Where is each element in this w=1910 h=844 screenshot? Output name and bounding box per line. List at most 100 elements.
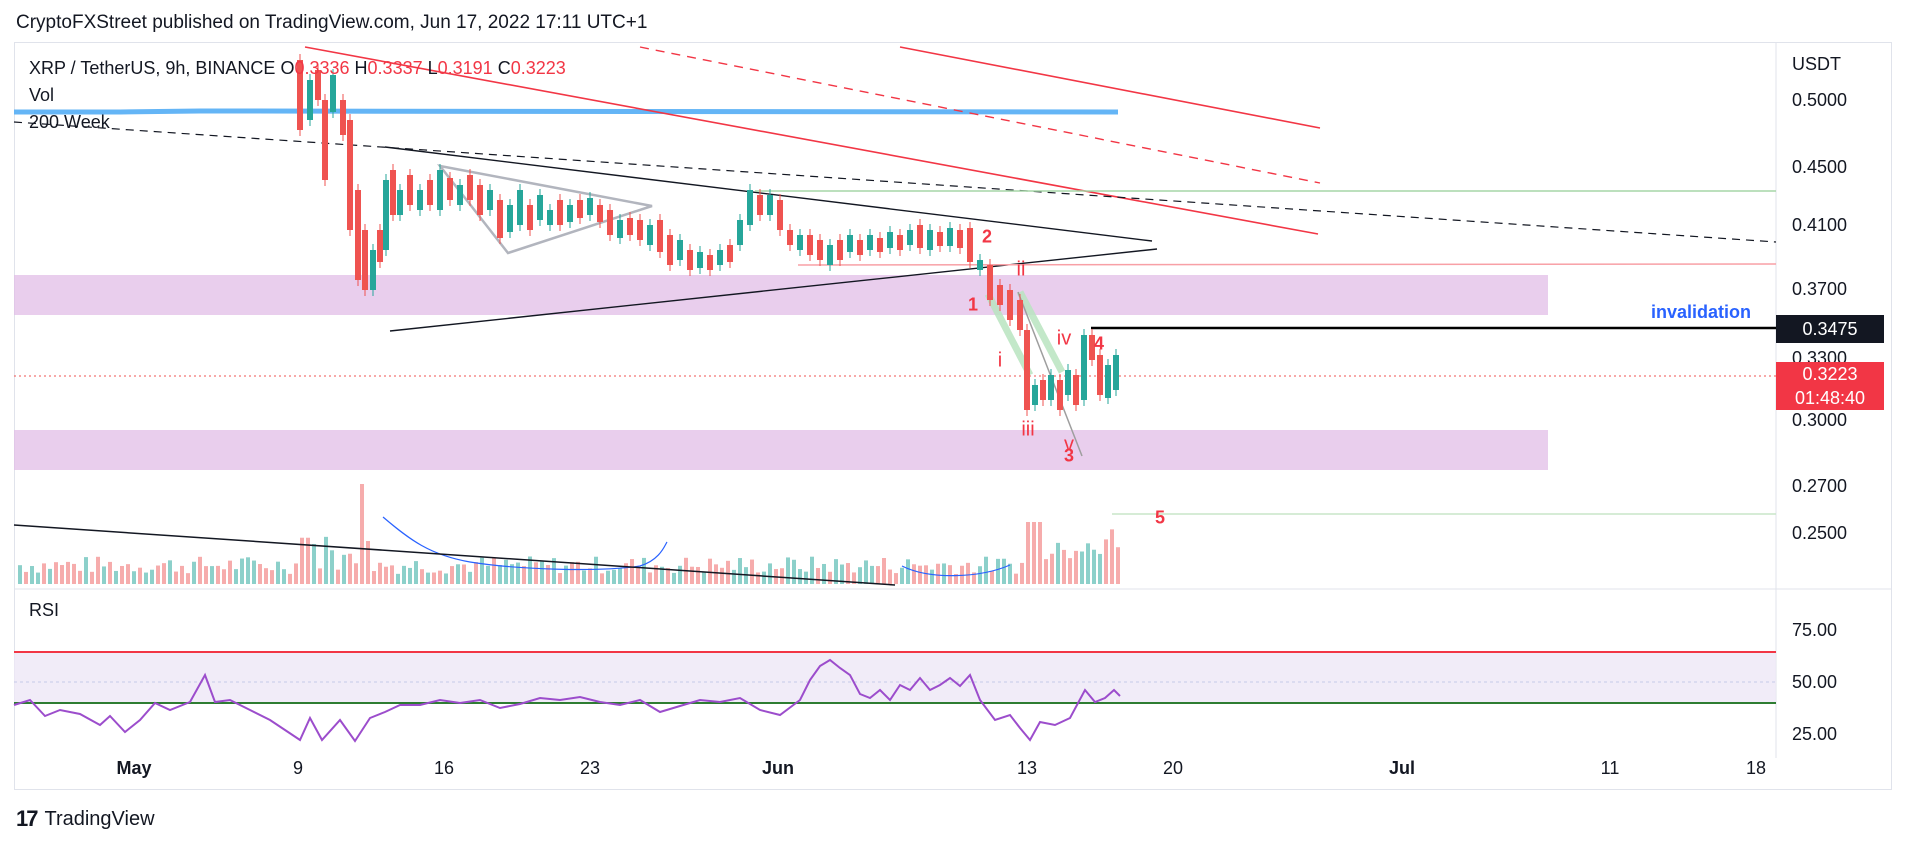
candle-body[interactable] — [757, 195, 763, 215]
long-dashed-trendline[interactable] — [13, 121, 1777, 243]
candle-body[interactable] — [362, 230, 368, 290]
candle-body[interactable] — [547, 210, 553, 225]
candle-body[interactable] — [307, 80, 313, 120]
candle-body[interactable] — [407, 175, 413, 205]
pennant-shape[interactable] — [436, 164, 653, 255]
candle-body[interactable] — [1081, 335, 1087, 400]
wave-channel[interactable] — [984, 290, 1066, 377]
channel-line-upper[interactable] — [899, 46, 1321, 129]
candle-body[interactable] — [1024, 330, 1030, 410]
volume-trendline[interactable] — [13, 524, 896, 586]
candle-body[interactable] — [297, 60, 303, 130]
candle-body[interactable] — [597, 205, 603, 222]
candle-body[interactable] — [383, 180, 389, 250]
support-zone[interactable] — [14, 430, 1548, 470]
candle-body[interactable] — [937, 232, 943, 246]
candle-body[interactable] — [1048, 375, 1054, 400]
candle-body[interactable] — [667, 235, 673, 265]
resistance-zone[interactable] — [14, 275, 1548, 315]
candle-body[interactable] — [927, 230, 933, 250]
candle-body[interactable] — [330, 75, 336, 112]
candle-body[interactable] — [1032, 385, 1038, 405]
candle-body[interactable] — [957, 230, 963, 248]
candle-body[interactable] — [447, 178, 453, 200]
candle-body[interactable] — [887, 232, 893, 248]
candle-body[interactable] — [322, 100, 328, 180]
candle-body[interactable] — [1073, 375, 1079, 405]
candle-body[interactable] — [867, 235, 873, 250]
candle-body[interactable] — [1113, 355, 1119, 390]
candle-body[interactable] — [637, 220, 643, 240]
candle-body[interactable] — [1040, 380, 1046, 400]
candle-body[interactable] — [817, 240, 823, 260]
candle-body[interactable] — [747, 190, 753, 225]
candle-body[interactable] — [777, 200, 783, 230]
candle-body[interactable] — [390, 170, 396, 215]
candle-body[interactable] — [607, 210, 613, 235]
candle-body[interactable] — [907, 230, 913, 245]
candle-body[interactable] — [827, 245, 833, 265]
candle-body[interactable] — [1089, 335, 1095, 360]
candle-body[interactable] — [427, 180, 433, 205]
candle-body[interactable] — [1097, 355, 1103, 395]
candle-body[interactable] — [355, 190, 361, 280]
candle-body[interactable] — [917, 225, 923, 248]
candle-body[interactable] — [977, 260, 983, 270]
candle-body[interactable] — [370, 250, 376, 290]
candle-body[interactable] — [717, 250, 723, 265]
candle-body[interactable] — [687, 250, 693, 270]
candle-body[interactable] — [1057, 380, 1063, 410]
candle-body[interactable] — [947, 228, 953, 246]
candle-body[interactable] — [467, 175, 473, 200]
candle-body[interactable] — [567, 205, 573, 222]
candle-body[interactable] — [657, 220, 663, 252]
triangle-lower-line[interactable] — [389, 248, 1158, 332]
candle-body[interactable] — [497, 200, 503, 238]
candle-body[interactable] — [487, 190, 493, 210]
candle-body[interactable] — [677, 240, 683, 260]
candle-body[interactable] — [857, 240, 863, 255]
candle-body[interactable] — [767, 195, 773, 215]
candle-body[interactable] — [837, 240, 843, 260]
candle-body[interactable] — [967, 228, 973, 262]
candlestick-series[interactable] — [297, 54, 1119, 416]
candle-body[interactable] — [1007, 290, 1013, 320]
candle-body[interactable] — [727, 245, 733, 262]
red-horizontal-line[interactable] — [797, 263, 1777, 266]
candle-body[interactable] — [397, 190, 403, 215]
candle-body[interactable] — [807, 235, 813, 255]
candle-body[interactable] — [437, 170, 443, 210]
candle-body[interactable] — [377, 230, 383, 262]
candle-body[interactable] — [557, 200, 563, 225]
candle-body[interactable] — [340, 100, 346, 135]
ma-200-week-line[interactable] — [14, 108, 1119, 115]
candle-body[interactable] — [477, 185, 483, 215]
candle-body[interactable] — [577, 200, 583, 218]
candle-body[interactable] — [347, 120, 353, 230]
candle-body[interactable] — [987, 265, 993, 300]
candle-body[interactable] — [877, 238, 883, 252]
rsi-line[interactable] — [13, 658, 1121, 743]
channel-line-lower[interactable] — [304, 46, 1319, 235]
tradingview-footer[interactable]: 17 TradingView — [16, 806, 155, 832]
candle-body[interactable] — [1017, 300, 1023, 330]
candle-body[interactable] — [527, 205, 533, 230]
candle-body[interactable] — [627, 218, 633, 235]
candle-body[interactable] — [587, 198, 593, 215]
candle-body[interactable] — [737, 220, 743, 245]
candle-body[interactable] — [697, 252, 703, 268]
candle-body[interactable] — [847, 235, 853, 252]
candle-body[interactable] — [1065, 370, 1071, 395]
candle-body[interactable] — [897, 235, 903, 250]
candle-body[interactable] — [787, 230, 793, 245]
candle-body[interactable] — [647, 225, 653, 245]
candle-body[interactable] — [417, 190, 423, 210]
candle-body[interactable] — [1105, 365, 1111, 398]
candle-body[interactable] — [617, 220, 623, 238]
candle-body[interactable] — [507, 205, 513, 232]
candle-body[interactable] — [517, 190, 523, 225]
chart-frame[interactable] — [14, 42, 1892, 790]
channel-line-mid[interactable] — [639, 46, 1321, 184]
candle-body[interactable] — [537, 195, 543, 220]
